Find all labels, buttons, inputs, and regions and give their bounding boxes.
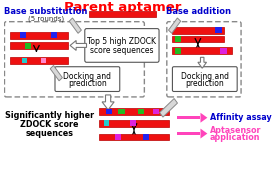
Text: Docking and: Docking and	[63, 72, 111, 81]
Bar	[100, 134, 169, 140]
Text: Base addition: Base addition	[166, 7, 231, 16]
Polygon shape	[160, 98, 177, 117]
Text: Significantly higher: Significantly higher	[5, 111, 94, 120]
Bar	[10, 32, 68, 39]
Polygon shape	[200, 113, 207, 123]
Bar	[100, 120, 169, 127]
Text: score sequences: score sequences	[90, 46, 154, 55]
FancyBboxPatch shape	[172, 67, 237, 91]
Bar	[20, 32, 26, 38]
Bar	[175, 48, 182, 53]
Text: Base substitution: Base substitution	[4, 7, 88, 16]
Bar	[177, 132, 200, 135]
FancyBboxPatch shape	[55, 67, 120, 91]
Bar	[89, 11, 156, 17]
Polygon shape	[69, 18, 81, 33]
Polygon shape	[102, 95, 114, 110]
Bar	[220, 48, 227, 53]
Bar	[172, 36, 224, 43]
Bar	[177, 116, 200, 119]
Bar	[10, 43, 68, 49]
Bar	[100, 108, 169, 115]
Bar	[172, 27, 224, 34]
Bar	[25, 43, 31, 49]
Text: Docking and: Docking and	[181, 72, 229, 81]
Text: prediction: prediction	[68, 79, 107, 88]
Text: Affinity assay: Affinity assay	[210, 113, 272, 122]
Bar	[143, 134, 149, 140]
Bar	[51, 32, 57, 38]
Polygon shape	[169, 18, 181, 33]
Bar	[215, 27, 222, 33]
Polygon shape	[70, 40, 87, 50]
Bar	[130, 121, 136, 126]
Polygon shape	[200, 129, 207, 139]
Text: ZDOCK score: ZDOCK score	[20, 120, 79, 129]
Text: (5 rounds): (5 rounds)	[28, 15, 64, 22]
Polygon shape	[198, 57, 207, 68]
Bar	[106, 109, 112, 114]
FancyBboxPatch shape	[85, 29, 159, 62]
Bar	[104, 121, 109, 126]
Text: Aptasensor: Aptasensor	[210, 126, 262, 135]
Bar	[10, 57, 68, 64]
Bar	[153, 109, 159, 114]
Bar	[172, 47, 232, 54]
Text: Top 5 high ZDOCK: Top 5 high ZDOCK	[87, 37, 156, 46]
Bar	[119, 109, 125, 114]
Bar	[175, 36, 182, 42]
Text: prediction: prediction	[185, 79, 224, 88]
Text: Parent aptamer: Parent aptamer	[64, 1, 182, 14]
Polygon shape	[50, 66, 62, 81]
Bar	[41, 58, 46, 64]
Bar	[138, 109, 144, 114]
Text: application: application	[210, 133, 260, 142]
Text: sequences: sequences	[25, 129, 73, 138]
Bar	[22, 58, 27, 64]
Bar	[115, 134, 121, 140]
